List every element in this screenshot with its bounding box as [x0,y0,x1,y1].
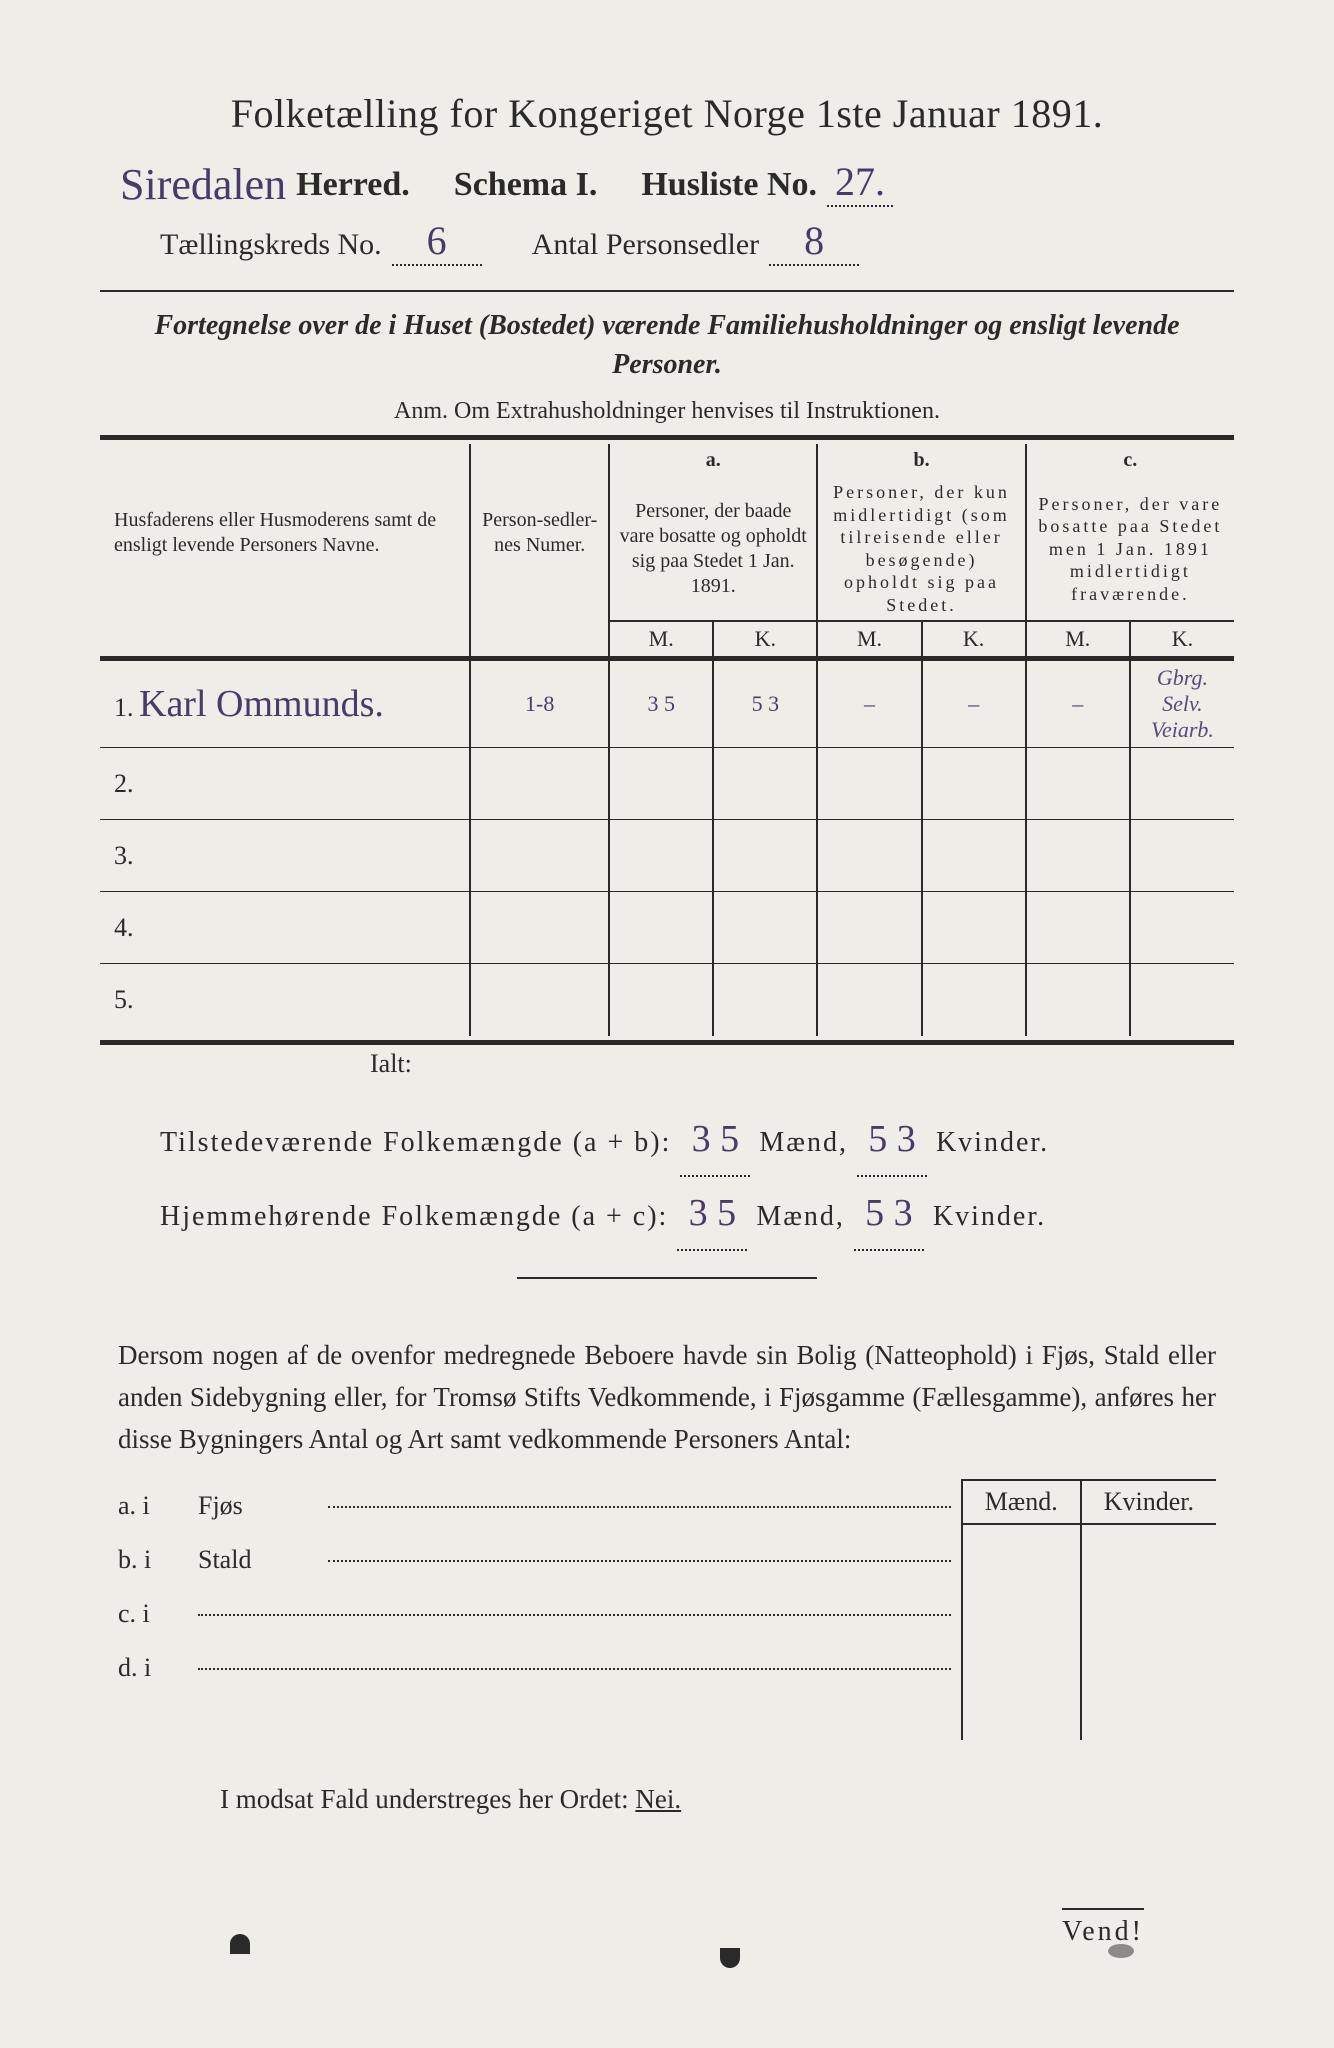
col-name-header: Husfaderens eller Husmoderens samt de en… [100,444,470,621]
col-a-label: a. [609,444,817,477]
household-table: Husfaderens eller Husmoderens samt de en… [100,444,1234,1036]
resident-k: 5 3 [854,1177,924,1251]
side-maend-header: Mænd. [962,1480,1081,1524]
row-name: Karl Ommunds. [139,683,384,725]
anm-note: Anm. Om Extrahusholdninger henvises til … [100,398,1234,425]
table-row: 1. Karl Ommunds. 1-8 3 5 5 3 – – – Gbrg.… [100,659,1234,748]
vend-label: Vend! [1062,1908,1144,1948]
divider [100,290,1234,292]
col-a-text: Personer, der baade vare bosatte og opho… [609,477,817,620]
col-c-k: K. [1130,621,1234,659]
paper-tear-icon [720,1948,740,1968]
cell-aK: 5 3 [713,659,817,748]
herred-label: Herred. [296,166,410,204]
side-mk-table: Mænd. Kvinder. [961,1479,1216,1740]
header-line-3: Tællingskreds No. 6 Antal Personsedler 8 [100,217,1234,266]
side-lab: c. i [118,1587,198,1642]
maend-label: Mænd, [756,1201,845,1232]
subtitle: Fortegnelse over de i Huset (Bostedet) v… [100,306,1234,384]
closing-nei: Nei. [635,1784,681,1814]
antal-no: 8 [769,217,859,266]
subtitle-text: Fortegnelse over de i Huset (Bostedet) v… [154,310,1179,380]
divider [517,1277,817,1279]
table-top-rule [100,435,1234,440]
table-row: 3. [100,820,1234,892]
col-b-label: b. [817,444,1025,477]
col-b-text: Personer, der kun midlertidigt (som tilr… [817,477,1025,620]
totals-block: Tilstedeværende Folkemængde (a + b): 3 5… [100,1103,1234,1251]
paper-tear-icon [230,1934,250,1954]
present-m: 3 5 [680,1103,750,1177]
side-lab: a. i [118,1479,198,1534]
col-c-m: M. [1026,621,1130,659]
col-a-m: M. [609,621,713,659]
row-num: 3. [114,841,134,870]
row-num: 1. [114,693,134,722]
cell-bK: – [922,659,1026,748]
row-num: 5. [114,985,134,1014]
side-row: d. i [118,1641,951,1695]
kreds-label: Tællingskreds No. [160,228,382,262]
husliste-no: 27. [827,158,893,207]
cell-cK: Gbrg. Selv. Veiarb. [1130,659,1234,748]
side-txt: Fjøs [198,1479,328,1534]
col-b-k: K. [922,621,1026,659]
kvinder-label: Kvinder. [936,1127,1049,1158]
ialt-label: Ialt: [100,1049,1234,1079]
herred-handwritten: Siredalen [120,159,286,210]
cell-aM: 3 5 [609,659,713,748]
husliste-label: Husliste No. [641,166,817,204]
table-row: 5. [100,964,1234,1036]
col-c-text: Personer, der vare bosatte paa Stedet me… [1026,477,1234,620]
kvinder-label: Kvinder. [933,1201,1046,1232]
table-row: 4. [100,892,1234,964]
row-num: 2. [114,769,134,798]
side-txt: Stald [198,1533,328,1588]
cell-cM: – [1026,659,1130,748]
resident-label: Hjemmehørende Folkemængde (a + c): [160,1201,668,1232]
table-row: 2. [100,748,1234,820]
resident-m: 3 5 [677,1177,747,1251]
side-row: a. i Fjøs [118,1479,951,1533]
closing-text: I modsat Fald understreges her Ordet: [220,1784,629,1814]
col-a-k: K. [713,621,817,659]
closing-line: I modsat Fald understreges her Ordet: Ne… [100,1784,1234,1815]
side-row: b. i Stald [118,1533,951,1587]
col-c-label: c. [1026,444,1234,477]
table-bottom-rule [100,1040,1234,1045]
present-k: 5 3 [857,1103,927,1177]
side-kvinder-header: Kvinder. [1081,1480,1216,1524]
maend-label: Mænd, [759,1127,848,1158]
row-num: 4. [114,913,134,942]
page-title: Folketælling for Kongeriget Norge 1ste J… [100,90,1234,137]
antal-label: Antal Personsedler [532,228,759,262]
header-line-2: Siredalen Herred. Schema I. Husliste No.… [100,155,1234,207]
col-b-m: M. [817,621,921,659]
side-lab: b. i [118,1533,198,1588]
col-num-header: Person-sedler-nes Numer. [470,444,609,621]
sidebuilding-block: a. i Fjøs b. i Stald c. i d. i Mænd. Kvi… [100,1479,1234,1740]
kreds-no: 6 [392,217,482,266]
schema-label: Schema I. [454,166,598,204]
row-psnum: 1-8 [470,659,609,748]
side-lab: d. i [118,1641,198,1696]
paper-tear-icon [1108,1944,1134,1958]
side-row: c. i [118,1587,951,1641]
cell-bM: – [817,659,921,748]
sidebuilding-paragraph: Dersom nogen af de ovenfor medregnede Be… [100,1335,1234,1461]
present-label: Tilstedeværende Folkemængde (a + b): [160,1127,671,1158]
